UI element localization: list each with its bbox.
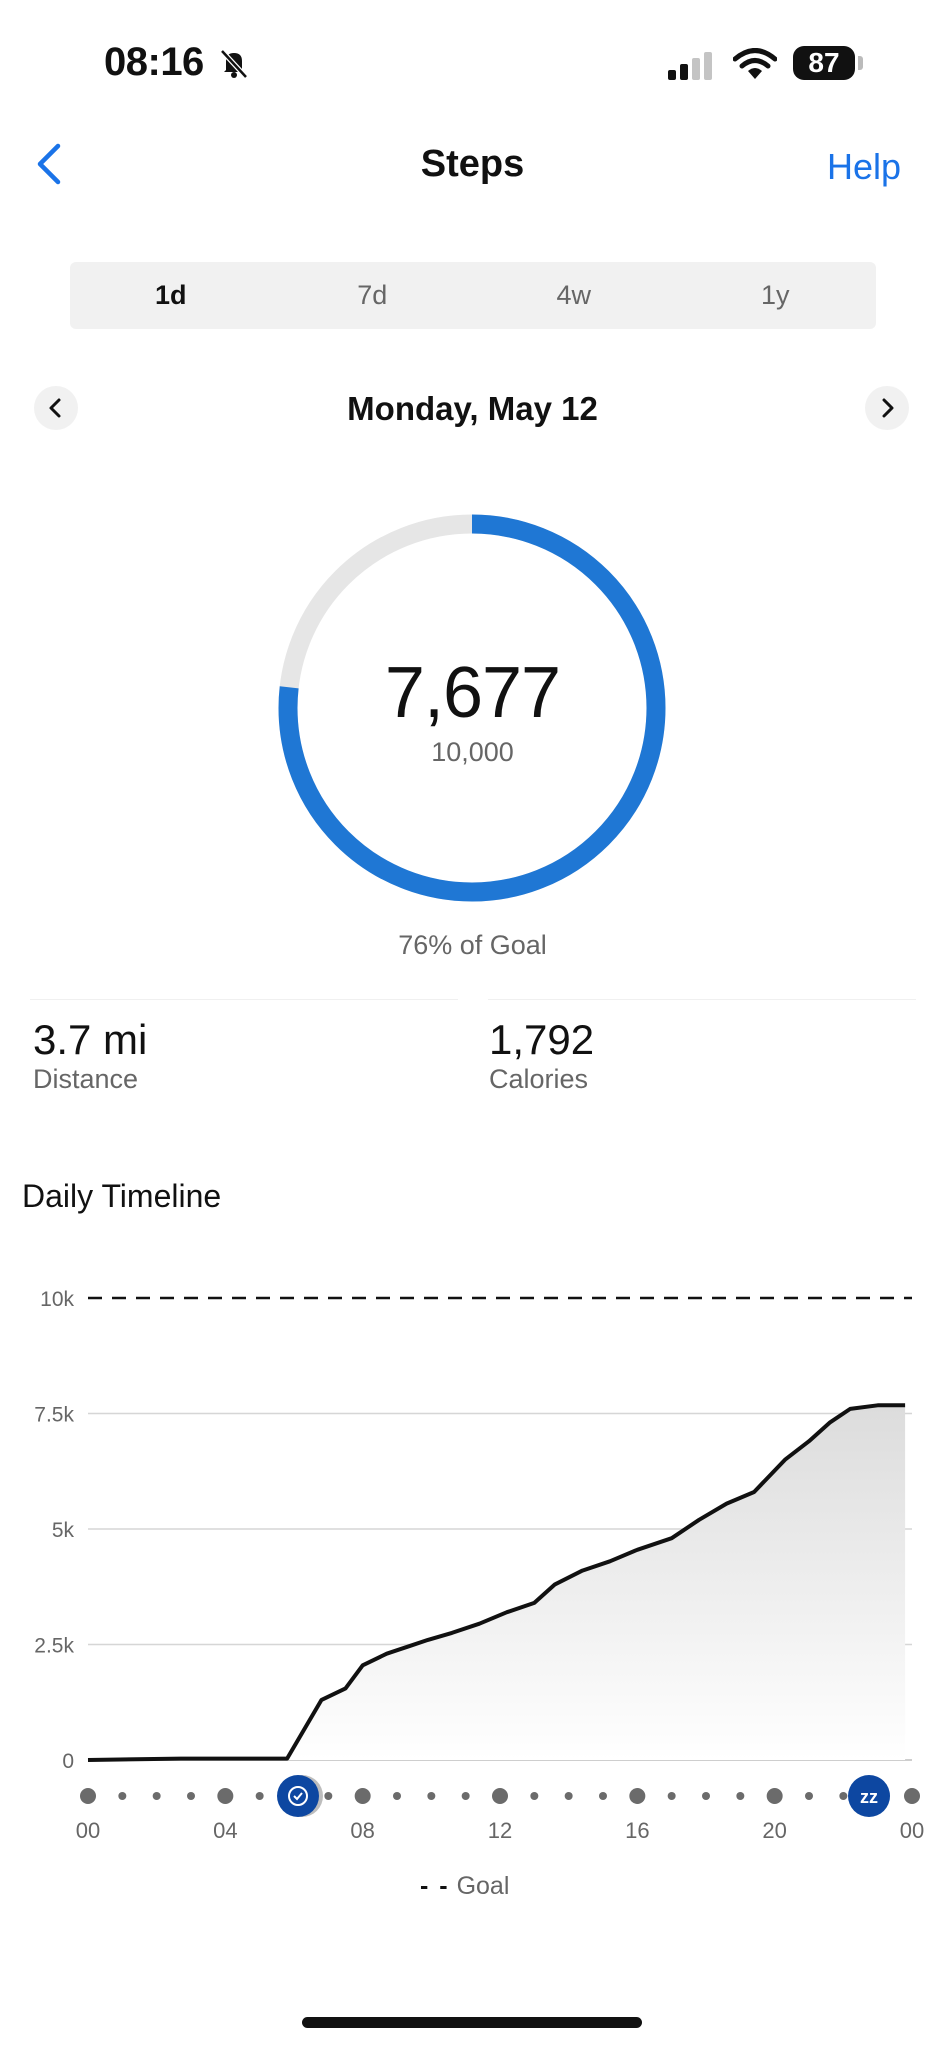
steps-progress-ring bbox=[278, 514, 666, 902]
divider bbox=[30, 999, 458, 1000]
hour-dot-major bbox=[492, 1788, 508, 1804]
x-tick-label: 00 bbox=[76, 1818, 100, 1843]
home-indicator bbox=[302, 2017, 642, 2028]
status-time: 08:16 bbox=[104, 40, 204, 84]
sleep-marker[interactable]: zz bbox=[848, 1775, 890, 1817]
steps-count: 7,677 bbox=[384, 653, 561, 733]
hour-dot-minor bbox=[152, 1792, 161, 1800]
goal-percent: 76% of Goal bbox=[398, 930, 547, 960]
steps-goal: 10,000 bbox=[431, 737, 514, 767]
x-tick-label: 04 bbox=[213, 1818, 237, 1843]
goal-dash-swatch: - - bbox=[420, 1872, 450, 1900]
hour-dot-major bbox=[80, 1788, 96, 1804]
help-link[interactable]: Help bbox=[826, 146, 901, 187]
previous-day-button[interactable] bbox=[34, 386, 78, 430]
steps-area-fill bbox=[88, 1405, 906, 1760]
x-tick-label: 20 bbox=[762, 1818, 786, 1843]
y-tick-label: 7.5k bbox=[34, 1404, 74, 1427]
hour-dot-minor bbox=[564, 1792, 573, 1800]
y-tick-label: 2.5k bbox=[34, 1635, 74, 1658]
tab-7d[interactable]: 7d bbox=[357, 280, 388, 310]
hour-dot-major bbox=[354, 1788, 371, 1804]
hour-dot-minor bbox=[839, 1792, 848, 1800]
hour-dot-major bbox=[766, 1788, 783, 1804]
y-tick-label: 0 bbox=[62, 1750, 74, 1773]
battery-tip bbox=[858, 56, 863, 70]
next-day-button[interactable] bbox=[865, 386, 909, 430]
y-tick-label: 10k bbox=[40, 1288, 74, 1311]
distance-label: Distance bbox=[33, 1064, 139, 1094]
selected-date: Monday, May 12 bbox=[347, 390, 598, 427]
hour-dot-minor bbox=[427, 1792, 436, 1800]
daily-timeline-chart: 10k 7.5k 5k 2.5k 0 00 04 08 12 16 20 00 zz bbox=[34, 1288, 924, 1843]
workout-marker[interactable] bbox=[277, 1775, 323, 1817]
calories-value: 1,792 bbox=[489, 1016, 595, 1063]
hour-dot-minor bbox=[118, 1792, 127, 1800]
clock-icon bbox=[288, 1786, 308, 1806]
calories-label: Calories bbox=[489, 1064, 589, 1094]
page-title: Steps bbox=[420, 143, 525, 185]
battery-indicator: 87 bbox=[793, 46, 855, 80]
chevron-left-icon bbox=[49, 398, 61, 418]
wifi-icon bbox=[733, 48, 777, 79]
hour-dot-minor bbox=[187, 1792, 195, 1800]
chevron-right-icon bbox=[882, 398, 894, 418]
distance-value: 3.7 mi bbox=[33, 1016, 148, 1063]
hour-dot-minor bbox=[461, 1792, 470, 1800]
hour-dot-major bbox=[629, 1788, 646, 1804]
divider bbox=[488, 999, 916, 1000]
section-title: Daily Timeline bbox=[22, 1178, 222, 1214]
tab-1d[interactable]: 1d bbox=[154, 280, 187, 310]
tab-1y[interactable]: 1y bbox=[760, 280, 790, 310]
back-chevron-icon[interactable] bbox=[34, 142, 64, 186]
x-tick-label: 08 bbox=[350, 1818, 374, 1843]
hour-dot-minor bbox=[530, 1792, 539, 1800]
chart-legend: - - Goal bbox=[420, 1872, 509, 1901]
x-tick-label: 00 bbox=[900, 1818, 924, 1843]
hour-dot-minor bbox=[805, 1792, 813, 1800]
hour-dot-minor bbox=[324, 1792, 333, 1800]
hour-dot-minor bbox=[599, 1792, 607, 1800]
tab-4w[interactable]: 4w bbox=[556, 280, 591, 310]
steps-series-line bbox=[87, 1403, 906, 1762]
hour-dot-major bbox=[217, 1788, 234, 1804]
range-tabs: 1d 7d 4w 1y bbox=[70, 262, 876, 329]
silent-bell-icon bbox=[220, 49, 248, 79]
hour-dot-minor bbox=[667, 1792, 676, 1800]
hour-dot-minor bbox=[393, 1792, 401, 1800]
hour-dot-minor bbox=[255, 1792, 264, 1800]
x-tick-label: 16 bbox=[625, 1818, 649, 1843]
hour-dot-minor bbox=[736, 1792, 745, 1800]
legend-goal-label: Goal bbox=[456, 1872, 510, 1900]
ring-progress bbox=[278, 514, 666, 902]
hour-dot-minor bbox=[702, 1792, 710, 1800]
hour-dot-major bbox=[904, 1788, 920, 1804]
x-tick-label: 12 bbox=[488, 1818, 512, 1843]
cellular-signal-icon bbox=[668, 52, 712, 80]
sleep-icon: zz bbox=[860, 1787, 878, 1807]
y-tick-label: 5k bbox=[52, 1519, 75, 1542]
